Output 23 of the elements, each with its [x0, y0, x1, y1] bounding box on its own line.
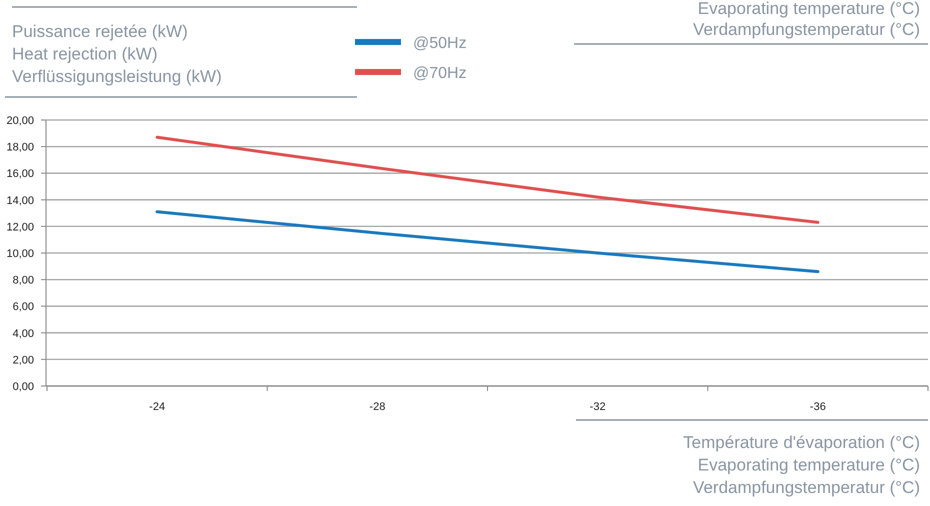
x-tick-label: -24: [149, 401, 166, 413]
legend-label: @50Hz: [413, 35, 467, 52]
y-tick-label: 10,00: [6, 248, 34, 260]
y-tick-label: 4,00: [12, 328, 34, 340]
y-tick-label: 16,00: [6, 168, 34, 180]
y-tick-label: 20,00: [6, 115, 34, 127]
y-tick-label: 18,00: [6, 142, 34, 154]
legend-label: @70Hz: [413, 65, 467, 82]
y-tick-label: 0,00: [12, 381, 34, 393]
y-tick-label: 2,00: [12, 354, 34, 366]
line-series: [156, 210, 820, 274]
text: Verdampfungstemperatur (°C): [693, 20, 920, 39]
line-series: [156, 136, 820, 224]
x-tick-label: -36: [810, 401, 826, 413]
x-axis-title: Température d'évaporation (°C) Evaporating temperature (°C) Verdampfungstemperatur (°C): [683, 433, 920, 497]
y-tick-label: 6,00: [12, 301, 34, 314]
x-tick-label: -32: [590, 401, 606, 413]
x-tick-label: -28: [369, 401, 386, 413]
y-tick-label: 8,00: [12, 274, 34, 287]
y-tick-label: 14,00: [6, 194, 34, 207]
y-tick-label: 12,00: [6, 221, 34, 234]
text: Evaporating temperature (°C): [698, 0, 920, 18]
y-axis-title: Puissance rejetée (kW) Heat rejection (kW) Verflüssigungsleistung (kW): [12, 22, 222, 86]
